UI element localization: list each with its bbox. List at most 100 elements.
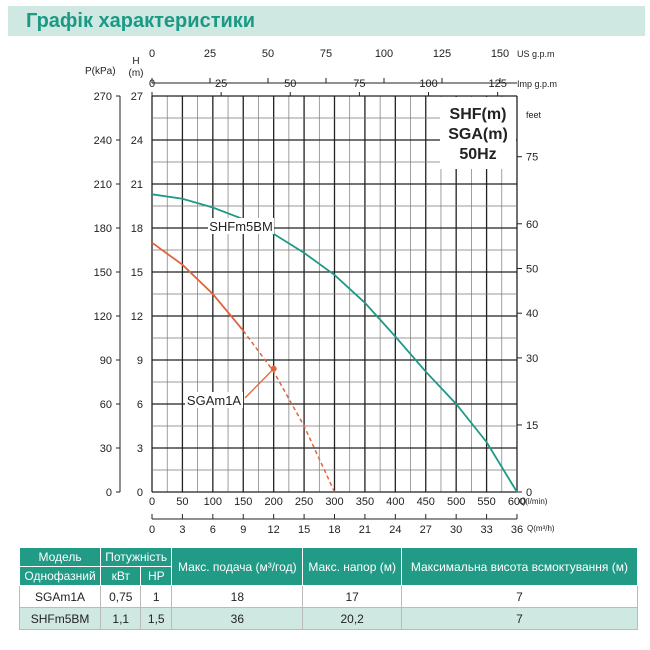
imp-tick-label: 0 <box>149 78 155 90</box>
x-tick-label: 300 <box>325 496 343 508</box>
imp-tick-label: 25 <box>215 78 227 90</box>
x2-tick-label: 36 <box>511 524 523 536</box>
x-tick-label: 550 <box>477 496 495 508</box>
y-tick-label-m: 3 <box>137 443 143 455</box>
x2-tick-label: 18 <box>328 524 340 536</box>
cell-flow: 36 <box>171 607 304 630</box>
series-label: SGAm1A <box>187 393 242 408</box>
x2-tick-label: 12 <box>268 524 280 536</box>
cell-kw: 0,75 <box>100 585 142 608</box>
curve-SGAm1A <box>151 241 244 332</box>
legend-box-text: 50Hz <box>459 146 496 163</box>
feet-axis-label: feet <box>526 110 542 120</box>
y-tick-label-m: 6 <box>137 399 143 411</box>
imp-axis-label: Imp g.p.m <box>517 79 557 89</box>
x-tick-label: 400 <box>386 496 404 508</box>
x-tick-label: 350 <box>356 496 374 508</box>
legend-box-text: SHF(m) <box>450 106 507 123</box>
table-row: SGAm1A 0,75 1 18 17 7 <box>18 585 639 608</box>
x2-tick-label: 21 <box>359 524 371 536</box>
us-tick-label: 75 <box>320 48 332 60</box>
title-bar: Графік характеристики <box>8 6 645 36</box>
kpa-tick-label: 150 <box>94 267 112 279</box>
cell-flow: 18 <box>171 585 304 608</box>
feet-tick-label: 50 <box>526 263 538 275</box>
us-tick-label: 0 <box>149 48 155 60</box>
us-tick-label: 125 <box>433 48 451 60</box>
x-tick-label: 200 <box>264 496 282 508</box>
label-pointer-dot <box>270 365 277 372</box>
x-tick-label: 100 <box>204 496 222 508</box>
kpa-tick-label: 180 <box>94 223 112 235</box>
x-tick-label: 250 <box>295 496 313 508</box>
cell-head: 20,2 <box>302 607 402 630</box>
feet-tick-label: 30 <box>526 353 538 365</box>
cell-head: 17 <box>302 585 402 608</box>
cell-kw: 1,1 <box>100 607 142 630</box>
page-title: Графік характеристики <box>26 10 256 32</box>
header-phase: Однофазний <box>18 566 102 586</box>
us-tick-label: 25 <box>204 48 216 60</box>
y-tick-label-m: 27 <box>131 91 143 103</box>
kpa-tick-label: 90 <box>100 355 112 367</box>
header-model: Модель <box>18 547 102 567</box>
kpa-tick-label: 30 <box>100 443 112 455</box>
kpa-tick-label: 120 <box>94 311 112 323</box>
x-tick-label: 150 <box>234 496 252 508</box>
x2-tick-label: 27 <box>420 524 432 536</box>
y-tick-label-m: 15 <box>131 267 143 279</box>
x-tick-label: 600 <box>508 496 526 508</box>
series-label: SHFm5BM <box>209 219 273 234</box>
x2-tick-label: 24 <box>389 524 401 536</box>
us-tick-label: 50 <box>262 48 274 60</box>
curve-dashed-SGAm1A <box>242 330 336 493</box>
kpa-tick-label: 240 <box>94 135 112 147</box>
feet-tick-label: 0 <box>526 487 532 499</box>
cell-suction: 7 <box>400 607 639 630</box>
imp-tick-label: 50 <box>284 78 296 90</box>
series-label-bg <box>185 392 243 408</box>
x2-tick-label: 30 <box>450 524 462 536</box>
legend-box <box>440 97 516 169</box>
y-tick-label-m: 24 <box>131 135 143 147</box>
x2-tick-label: 15 <box>298 524 310 536</box>
curve-SHFm5BM <box>151 193 518 493</box>
y-tick-label-m: 9 <box>137 355 143 367</box>
x-axis-label: Q(l/min) <box>519 497 548 506</box>
header-suction: Максимальна висота всмоктування (м) <box>400 547 639 586</box>
table-row: SHFm5BM 1,1 1,5 36 20,2 7 <box>18 607 639 630</box>
us-tick-label: 100 <box>375 48 393 60</box>
feet-tick-label: 15 <box>526 420 538 432</box>
header-kw: кВт <box>100 566 142 586</box>
header-head: Макс. напор (м) <box>302 547 402 586</box>
y-tick-label-m: 12 <box>131 311 143 323</box>
x2-tick-label: 3 <box>179 524 185 536</box>
x-tick-label: 0 <box>149 496 155 508</box>
spec-table: Модель Потужність Макс. подача (м³/год) … <box>18 547 639 630</box>
x-tick-label: 450 <box>417 496 435 508</box>
y-axis-label-m: (m) <box>129 68 144 79</box>
kpa-axis-label: P(kPa) <box>85 66 116 77</box>
imp-tick-label: 100 <box>419 78 437 90</box>
kpa-tick-label: 270 <box>94 91 112 103</box>
cell-model: SGAm1A <box>18 585 102 608</box>
feet-tick-label: 40 <box>526 308 538 320</box>
feet-tick-label: 75 <box>526 152 538 164</box>
x2-tick-label: 33 <box>480 524 492 536</box>
x2-tick-label: 0 <box>149 524 155 536</box>
x2-tick-label: 9 <box>240 524 246 536</box>
y-tick-label-m: 21 <box>131 179 143 191</box>
us-tick-label: 150 <box>491 48 509 60</box>
cell-suction: 7 <box>400 585 639 608</box>
kpa-tick-label: 60 <box>100 399 112 411</box>
header-hp: HP <box>140 566 173 586</box>
x-tick-label: 50 <box>176 496 188 508</box>
y-tick-label-m: 0 <box>137 487 143 499</box>
y-axis-label-h: H <box>132 56 139 67</box>
kpa-tick-label: 0 <box>106 487 112 499</box>
header-flow: Макс. подача (м³/год) <box>171 547 304 586</box>
cell-model: SHFm5BM <box>18 607 102 630</box>
cell-hp: 1 <box>140 585 173 608</box>
x2-axis-label: Q(m³/h) <box>527 524 555 533</box>
